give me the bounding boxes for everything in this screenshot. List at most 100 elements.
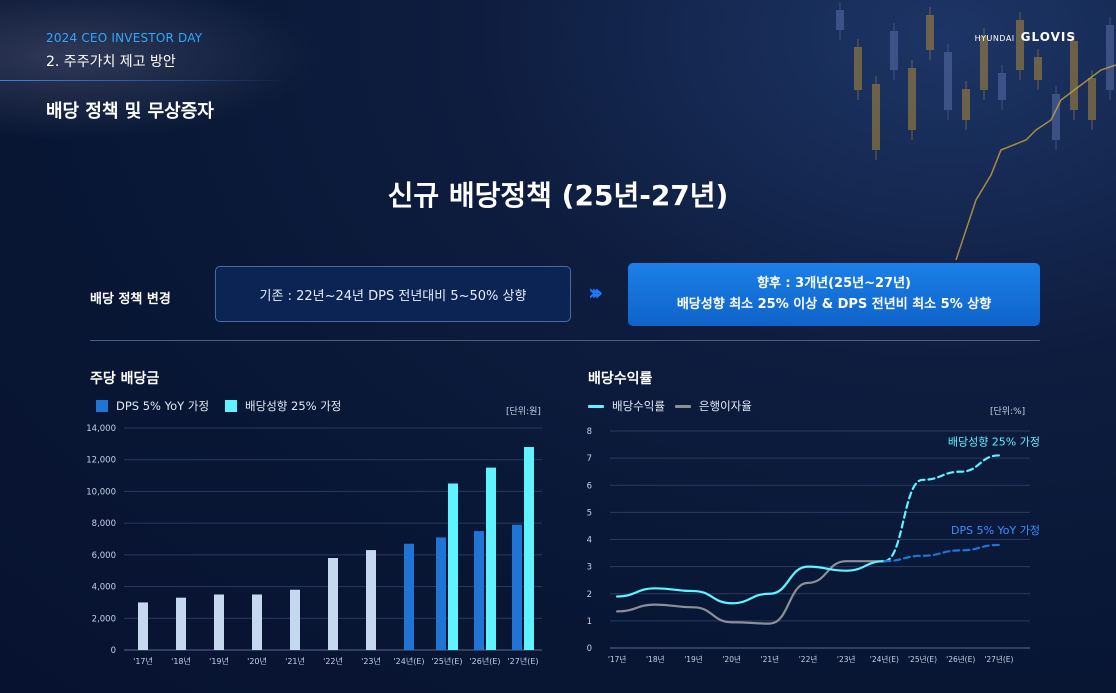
candle-body (1034, 57, 1042, 80)
line-payout25-projection (883, 454, 1001, 563)
y-tick-label: 4,000 (92, 583, 116, 593)
new-policy-line2: 배당성향 최소 25% 이상 & DPS 전년비 최소 5% 상향 (676, 296, 992, 312)
yield-chart-title: 배당수익률 (588, 371, 653, 387)
candle-body (998, 73, 1006, 100)
old-policy-box: 기존 : 22년~24년 DPS 전년대비 5~50% 상향 (215, 266, 571, 322)
x-tick-label: '24년(E) (393, 656, 424, 666)
y-tick-label: 6,000 (92, 551, 116, 561)
candle-body (1016, 20, 1024, 70)
y-tick-label: 2,000 (92, 614, 116, 624)
bar-dps5 (474, 531, 484, 650)
y-tick-label: 14,000 (86, 424, 116, 434)
legend-label-bank-rate: 은행이자율 (698, 399, 752, 413)
candlestick-decoration (836, 2, 1116, 260)
legend-line-yield (588, 404, 604, 408)
dps-chart-title: 주당 배당금 (90, 371, 160, 387)
policy-label: 배당 정책 변경 (90, 292, 171, 307)
yield-chart-legend: 배당수익률 은행이자율 (588, 398, 752, 414)
y-tick-label: 7 (587, 454, 592, 464)
header-glow (0, 0, 320, 140)
legend-swatch-dps5 (96, 400, 108, 412)
x-tick-label: '21년 (285, 656, 305, 666)
line-bank-rate (615, 560, 886, 625)
candle-body (944, 52, 952, 110)
bar-historical (138, 602, 148, 650)
candle-body (836, 10, 844, 30)
y-tick-label: 5 (587, 508, 592, 518)
x-tick-label: '22년 (799, 654, 818, 664)
line-dividend-yield (615, 560, 886, 605)
page-title: 배당 정책 및 무상증자 (46, 101, 214, 122)
line-dps5-projection (883, 543, 1001, 563)
bar-historical (328, 558, 338, 650)
candle-body (1070, 41, 1078, 110)
legend-swatch-payout25 (225, 400, 238, 412)
bar-payout25 (486, 467, 496, 650)
y-tick-label: 3 (587, 563, 592, 573)
hyundai-glovis-logo: HYUNDAI GLOVIS (974, 30, 1076, 44)
main-title: 신규 배당정책 (25년-27년) (387, 179, 729, 212)
dps-bar-chart: 0 2,000 4,000 6,000 8,000 10,000 12,000 14,000 '… (86, 424, 542, 666)
x-tick-label: '24년(E) (870, 654, 899, 664)
candle-body (890, 31, 898, 70)
y-tick-label: 12,000 (86, 456, 116, 466)
x-tick-label: '23년 (837, 654, 856, 664)
event-name: 2024 CEO INVESTOR DAY (46, 31, 203, 45)
x-tick-label: '19년 (684, 654, 703, 664)
yield-line-chart: 0 1 2 3 4 5 6 7 8 '17년 '18년 '19년 '20년 '21년 '22년 '23년 '24… (587, 427, 1040, 664)
candle-body (926, 15, 934, 50)
y-tick-label: 2 (587, 590, 592, 600)
x-tick-label: '20년 (722, 654, 741, 664)
bar-historical (366, 550, 376, 650)
y-tick-label: 4 (587, 536, 592, 546)
bar-dps5 (512, 524, 522, 650)
chevron-right-icon: ››› (588, 281, 603, 306)
legend-line-bank-rate (674, 404, 691, 408)
bar-historical (214, 594, 224, 650)
x-tick-label: '18년 (646, 654, 665, 664)
y-tick-label: 0 (111, 646, 116, 656)
candle-body (872, 84, 880, 150)
x-tick-label: '26년(E) (946, 654, 975, 664)
legend-label-dps5: DPS 5% YoY 가정 (116, 399, 210, 413)
new-policy-line1: 향후 : 3개년(25년~27년) (756, 276, 911, 292)
x-tick-label: '26년(E) (469, 656, 500, 666)
y-tick-label: 6 (587, 481, 592, 491)
bar-dps5 (436, 537, 446, 650)
x-tick-label: '21년 (761, 654, 780, 664)
bar-dps5 (404, 543, 414, 650)
candle-body (1088, 78, 1096, 120)
section-divider (90, 340, 1040, 341)
candle-body (908, 68, 916, 130)
bar-historical (176, 597, 186, 650)
legend-label-payout25: 배당성향 25% 가정 (245, 399, 342, 413)
y-tick-label: 1 (587, 617, 592, 627)
dps-chart-unit: [단위:원] (506, 407, 541, 417)
x-tick-label: '23년 (361, 656, 381, 666)
x-tick-label: '27년(E) (984, 654, 1013, 664)
y-tick-label: 0 (587, 644, 592, 654)
legend-label-yield: 배당수익률 (612, 399, 665, 413)
dps-chart-legend: DPS 5% YoY 가정 배당성향 25% 가정 (96, 398, 341, 414)
bar-historical (290, 589, 300, 650)
old-policy-text: 기존 : 22년~24년 DPS 전년대비 5~50% 상향 (259, 288, 527, 304)
candle-body (1052, 94, 1060, 140)
y-tick-label: 10,000 (86, 487, 116, 497)
candle-body (1106, 25, 1114, 90)
x-tick-label: '25년(E) (431, 656, 462, 666)
x-tick-label: '17년 (133, 656, 153, 666)
section-title: 2. 주주가치 제고 방안 (46, 54, 176, 70)
x-tick-label: '18년 (171, 656, 191, 666)
annotation-dps5: DPS 5% YoY 가정 (951, 524, 1040, 537)
bar-historical (252, 594, 262, 650)
candle-body (962, 89, 970, 120)
candle-body (854, 47, 862, 90)
annotation-payout25: 배당성향 25% 가정 (948, 435, 1040, 448)
bar-payout25 (524, 447, 534, 650)
candle-body (980, 36, 988, 90)
y-tick-label: 8 (587, 427, 592, 437)
x-tick-label: '22년 (323, 656, 343, 666)
x-tick-label: '20년 (247, 656, 267, 666)
x-tick-label: '17년 (608, 654, 627, 664)
header-divider (0, 80, 290, 81)
